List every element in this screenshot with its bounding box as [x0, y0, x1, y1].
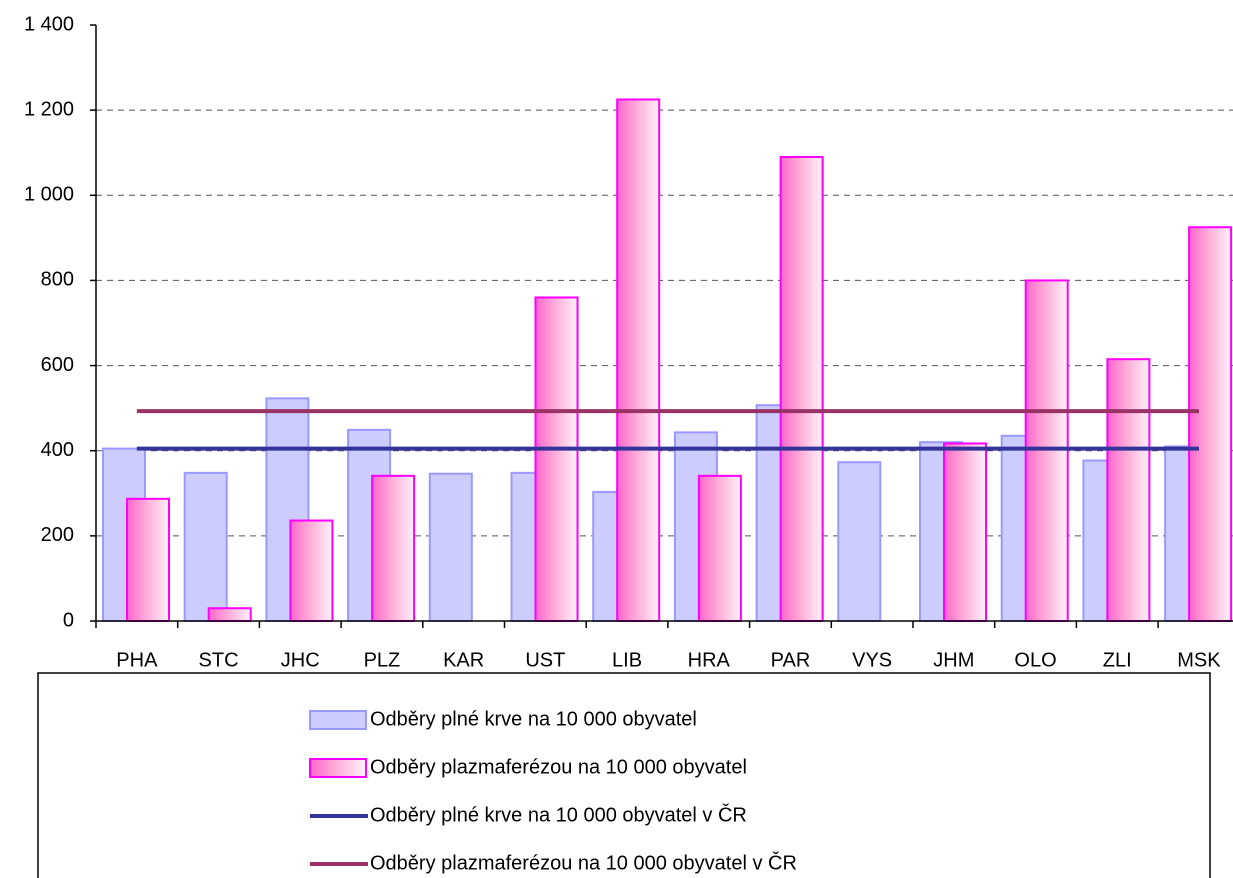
bar [534, 296, 579, 622]
bar [616, 98, 661, 622]
legend-box [37, 672, 1211, 878]
legend-label: Odběry plazmaferézou na 10 000 obyvatel … [370, 851, 797, 874]
bar [183, 471, 228, 623]
bar [697, 474, 742, 622]
bar [126, 497, 170, 623]
x-tick-label: OLO [1014, 649, 1056, 671]
legend-label: Odběry plné krve na 10 000 obyvatel v ČR [370, 803, 747, 826]
y-tick-label: 800 [41, 269, 74, 291]
x-tick-label: VYS [852, 649, 892, 671]
x-tick-label: PAR [771, 649, 811, 671]
legend-label: Odběry plné krve na 10 000 obyvatel [370, 708, 697, 730]
x-tick-label: PLZ [364, 649, 401, 671]
bar [428, 472, 473, 622]
y-tick-label: 400 [41, 439, 74, 461]
y-tick-label: 1 200 [24, 98, 74, 120]
bar [371, 474, 416, 622]
bar [779, 155, 824, 622]
x-tick-label: PHA [116, 649, 158, 671]
y-tick-label: 0 [63, 609, 74, 631]
y-tick-label: 1 400 [24, 13, 74, 35]
x-tick-label: JHM [933, 649, 974, 671]
y-tick-label: 1 000 [24, 184, 74, 206]
x-tick-label: ZLI [1103, 649, 1132, 671]
x-tick-label: JHC [281, 649, 320, 671]
x-tick-label: KAR [443, 649, 484, 671]
bar [1188, 226, 1233, 622]
legend-swatch [309, 710, 367, 730]
bar [1024, 279, 1069, 622]
x-tick-label: UST [525, 649, 565, 671]
bar [837, 461, 882, 622]
bar [289, 519, 334, 623]
bar [1106, 358, 1151, 622]
x-tick-label: MSK [1177, 649, 1221, 671]
x-tick-label: STC [199, 649, 239, 671]
y-tick-label: 200 [41, 524, 74, 546]
bar [943, 442, 987, 622]
legend-label: Odběry plazmaferézou na 10 000 obyvatel [370, 756, 747, 778]
x-tick-label: LIB [612, 649, 642, 671]
y-tick-label: 600 [41, 354, 74, 376]
legend-swatch [309, 758, 367, 778]
bar [207, 607, 252, 623]
x-tick-label: HRA [688, 649, 731, 671]
